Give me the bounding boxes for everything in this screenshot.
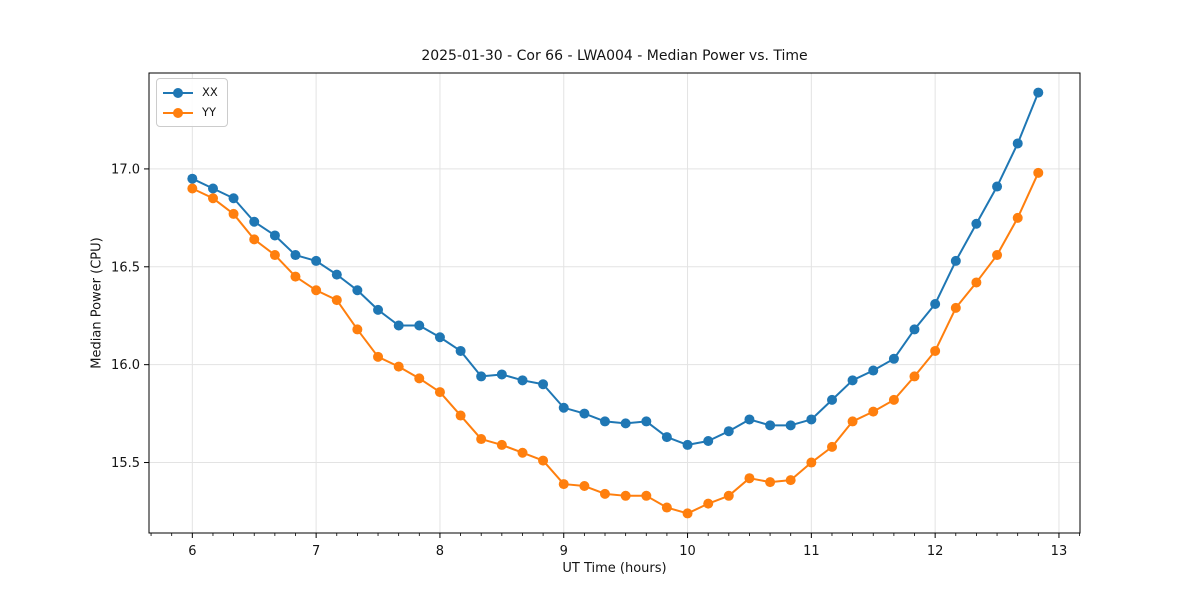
x-tick-label: 8 xyxy=(436,544,444,559)
y-axis-label: Median Power (CPU) xyxy=(89,237,105,369)
legend-label-xx: XX xyxy=(202,85,218,99)
series-markers-yy xyxy=(187,167,1044,519)
x-tick-label: 11 xyxy=(803,544,820,559)
y-axis-ticks: 15.5 16.0 16.5 17.0 xyxy=(111,162,149,471)
x-tick-label: 9 xyxy=(560,544,568,559)
gridlines xyxy=(149,73,1080,533)
legend-line-marker-xx-icon xyxy=(163,87,193,99)
y-tick-label: 17.0 xyxy=(111,162,140,177)
axes-spines xyxy=(148,72,1081,534)
y-tick-label: 16.0 xyxy=(111,358,140,373)
x-tick-label: 10 xyxy=(679,544,696,559)
x-tick-label: 7 xyxy=(312,544,320,559)
legend-label-yy: YY xyxy=(202,105,217,119)
chart-title: 2025-01-30 - Cor 66 - LWA004 - Median Po… xyxy=(421,48,808,64)
x-tick-label: 12 xyxy=(927,544,944,559)
legend-line-marker-yy-icon xyxy=(163,107,193,119)
legend-item-yy: YY xyxy=(163,105,218,120)
series-line-xx xyxy=(191,91,1040,446)
y-tick-label: 15.5 xyxy=(111,456,140,471)
x-tick-label: 6 xyxy=(188,544,196,559)
x-axis-ticks: 6 7 8 9 10 11 12 13 xyxy=(188,533,1067,559)
legend-box: XX YY xyxy=(156,78,228,127)
series-markers-xx xyxy=(187,87,1044,450)
x-axis-label: UT Time (hours) xyxy=(562,561,667,576)
x-minor-ticks xyxy=(150,533,1080,536)
x-tick-label: 13 xyxy=(1051,544,1068,559)
legend-item-xx: XX xyxy=(163,85,218,100)
y-tick-label: 16.5 xyxy=(111,260,140,275)
